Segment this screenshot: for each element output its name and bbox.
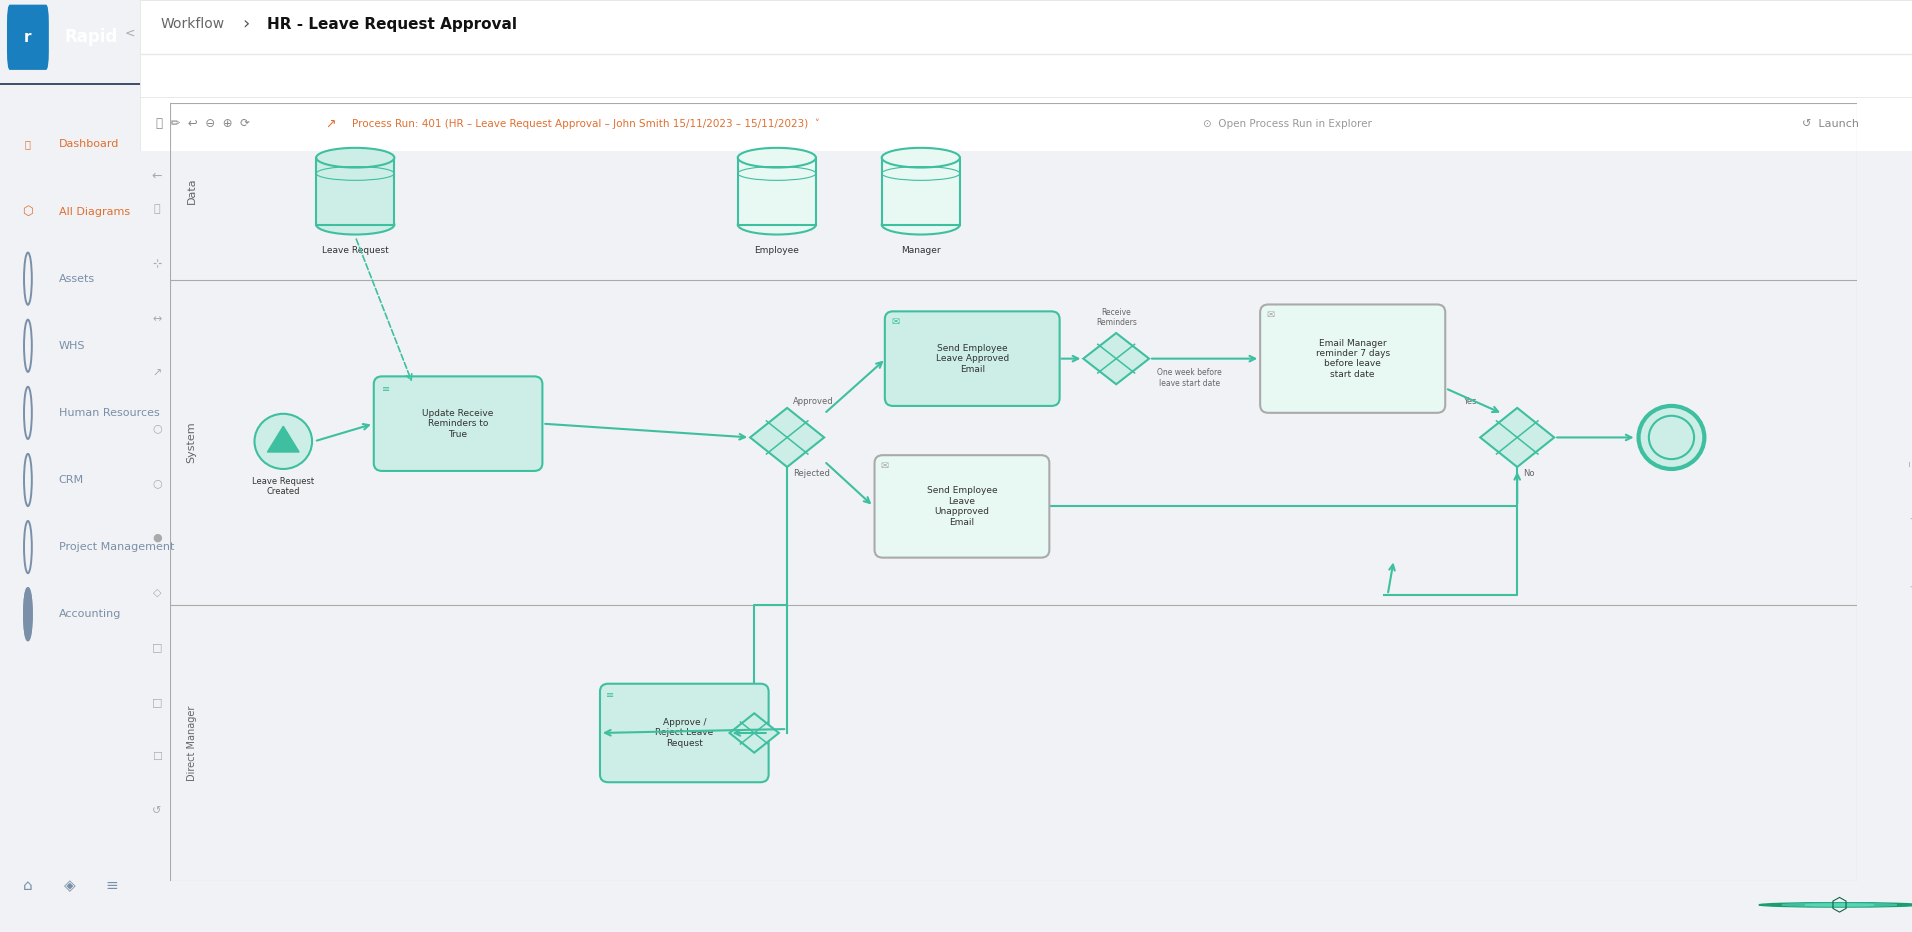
Text: Dashboard: Dashboard <box>59 140 119 149</box>
Text: No: No <box>1524 469 1535 478</box>
Circle shape <box>25 588 33 640</box>
Ellipse shape <box>881 214 960 235</box>
FancyBboxPatch shape <box>1260 305 1445 413</box>
Text: ≡: ≡ <box>606 690 614 700</box>
Text: Yes: Yes <box>1463 397 1476 406</box>
Text: ✋: ✋ <box>153 204 161 214</box>
Text: Data: Data <box>187 178 197 204</box>
Polygon shape <box>1480 408 1554 467</box>
Text: ≡: ≡ <box>105 878 119 893</box>
FancyBboxPatch shape <box>373 377 543 471</box>
Text: ◈: ◈ <box>63 878 76 893</box>
Text: Process Run: 401 (HR – Leave Request Approval – John Smith 15/11/2023 – 15/11/20: Process Run: 401 (HR – Leave Request App… <box>352 118 820 130</box>
Text: ⌂: ⌂ <box>23 878 33 893</box>
Ellipse shape <box>315 148 394 168</box>
Text: Leave Request
Created: Leave Request Created <box>252 477 314 496</box>
Text: Leave Request: Leave Request <box>321 246 388 255</box>
Text: Accounting: Accounting <box>59 610 120 619</box>
Text: □: □ <box>151 642 163 652</box>
Text: Workflow: Workflow <box>161 18 226 32</box>
Text: ☐: ☐ <box>151 752 163 761</box>
Circle shape <box>1805 904 1874 906</box>
Text: □: □ <box>151 697 163 707</box>
Text: ↔: ↔ <box>153 314 161 323</box>
Text: One week before
leave start date: One week before leave start date <box>1157 368 1222 388</box>
Polygon shape <box>730 713 778 753</box>
Text: Collaboration_0waw7vu (Collaboration): Collaboration_0waw7vu (Collaboration) <box>1908 395 1912 588</box>
Polygon shape <box>268 426 298 452</box>
Text: Send Employee
Leave
Unapproved
Email: Send Employee Leave Unapproved Email <box>927 487 998 527</box>
FancyBboxPatch shape <box>738 158 816 225</box>
Text: Rapid: Rapid <box>65 28 117 47</box>
Text: ↗: ↗ <box>153 368 161 378</box>
Text: Send Employee
Leave Approved
Email: Send Employee Leave Approved Email <box>935 344 1010 374</box>
FancyBboxPatch shape <box>600 684 769 782</box>
Circle shape <box>1648 416 1694 459</box>
Text: ◇: ◇ <box>153 587 161 597</box>
Polygon shape <box>1084 333 1149 384</box>
Text: ○: ○ <box>151 423 163 433</box>
Circle shape <box>1759 903 1912 907</box>
Ellipse shape <box>738 214 816 235</box>
Text: 📊: 📊 <box>25 140 31 149</box>
Text: CRM: CRM <box>59 475 84 485</box>
FancyBboxPatch shape <box>874 455 1050 557</box>
Text: Update Receive
Reminders to
True: Update Receive Reminders to True <box>423 409 493 439</box>
Text: System: System <box>187 421 197 463</box>
Text: ⊹: ⊹ <box>153 259 161 269</box>
Text: Approve /
Reject Leave
Request: Approve / Reject Leave Request <box>656 718 713 747</box>
Text: ↗: ↗ <box>325 117 337 130</box>
Text: Receive
Reminders: Receive Reminders <box>1096 308 1136 327</box>
Text: Employee: Employee <box>755 246 799 255</box>
FancyBboxPatch shape <box>140 97 1912 151</box>
FancyBboxPatch shape <box>140 0 1912 98</box>
Text: Rejected: Rejected <box>793 469 830 478</box>
Text: ✉: ✉ <box>881 461 889 471</box>
Text: WHS: WHS <box>59 341 86 350</box>
Circle shape <box>1782 903 1897 907</box>
Text: Approved: Approved <box>793 397 834 406</box>
Ellipse shape <box>881 148 960 168</box>
Text: r: r <box>25 30 33 45</box>
Circle shape <box>254 414 312 469</box>
Text: ≡: ≡ <box>382 384 390 394</box>
Text: ⊙  Open Process Run in Explorer: ⊙ Open Process Run in Explorer <box>1203 119 1373 129</box>
Text: ←: ← <box>151 170 163 183</box>
Text: ○: ○ <box>151 478 163 488</box>
FancyBboxPatch shape <box>881 158 960 225</box>
Text: Project Management: Project Management <box>59 542 174 552</box>
Text: ✉: ✉ <box>1266 310 1275 321</box>
Ellipse shape <box>315 214 394 235</box>
Circle shape <box>1639 406 1704 469</box>
Text: Human Resources: Human Resources <box>59 408 159 418</box>
Text: Manager: Manager <box>901 246 941 255</box>
Text: ↺: ↺ <box>153 806 161 816</box>
Text: Assets: Assets <box>59 274 96 283</box>
Text: ●: ● <box>151 533 163 542</box>
FancyBboxPatch shape <box>885 311 1059 406</box>
Text: ↺  Launch: ↺ Launch <box>1803 119 1858 129</box>
Text: ›: › <box>243 16 250 34</box>
Text: Email Manager
reminder 7 days
before leave
start date: Email Manager reminder 7 days before lea… <box>1315 338 1390 378</box>
Text: ✉: ✉ <box>891 317 899 327</box>
Ellipse shape <box>738 148 816 168</box>
Text: All Diagrams: All Diagrams <box>59 207 130 216</box>
Text: Direct Manager: Direct Manager <box>187 706 197 780</box>
Text: ⬡: ⬡ <box>1832 896 1847 914</box>
Text: HR - Leave Request Approval: HR - Leave Request Approval <box>268 17 516 32</box>
Text: ⬜  ✏  ↩  ⊖  ⊕  ⟳: ⬜ ✏ ↩ ⊖ ⊕ ⟳ <box>155 117 249 130</box>
FancyBboxPatch shape <box>315 158 394 225</box>
Polygon shape <box>750 408 824 467</box>
Text: ⬡: ⬡ <box>23 205 33 218</box>
Text: <: < <box>124 26 136 39</box>
FancyBboxPatch shape <box>8 5 50 70</box>
